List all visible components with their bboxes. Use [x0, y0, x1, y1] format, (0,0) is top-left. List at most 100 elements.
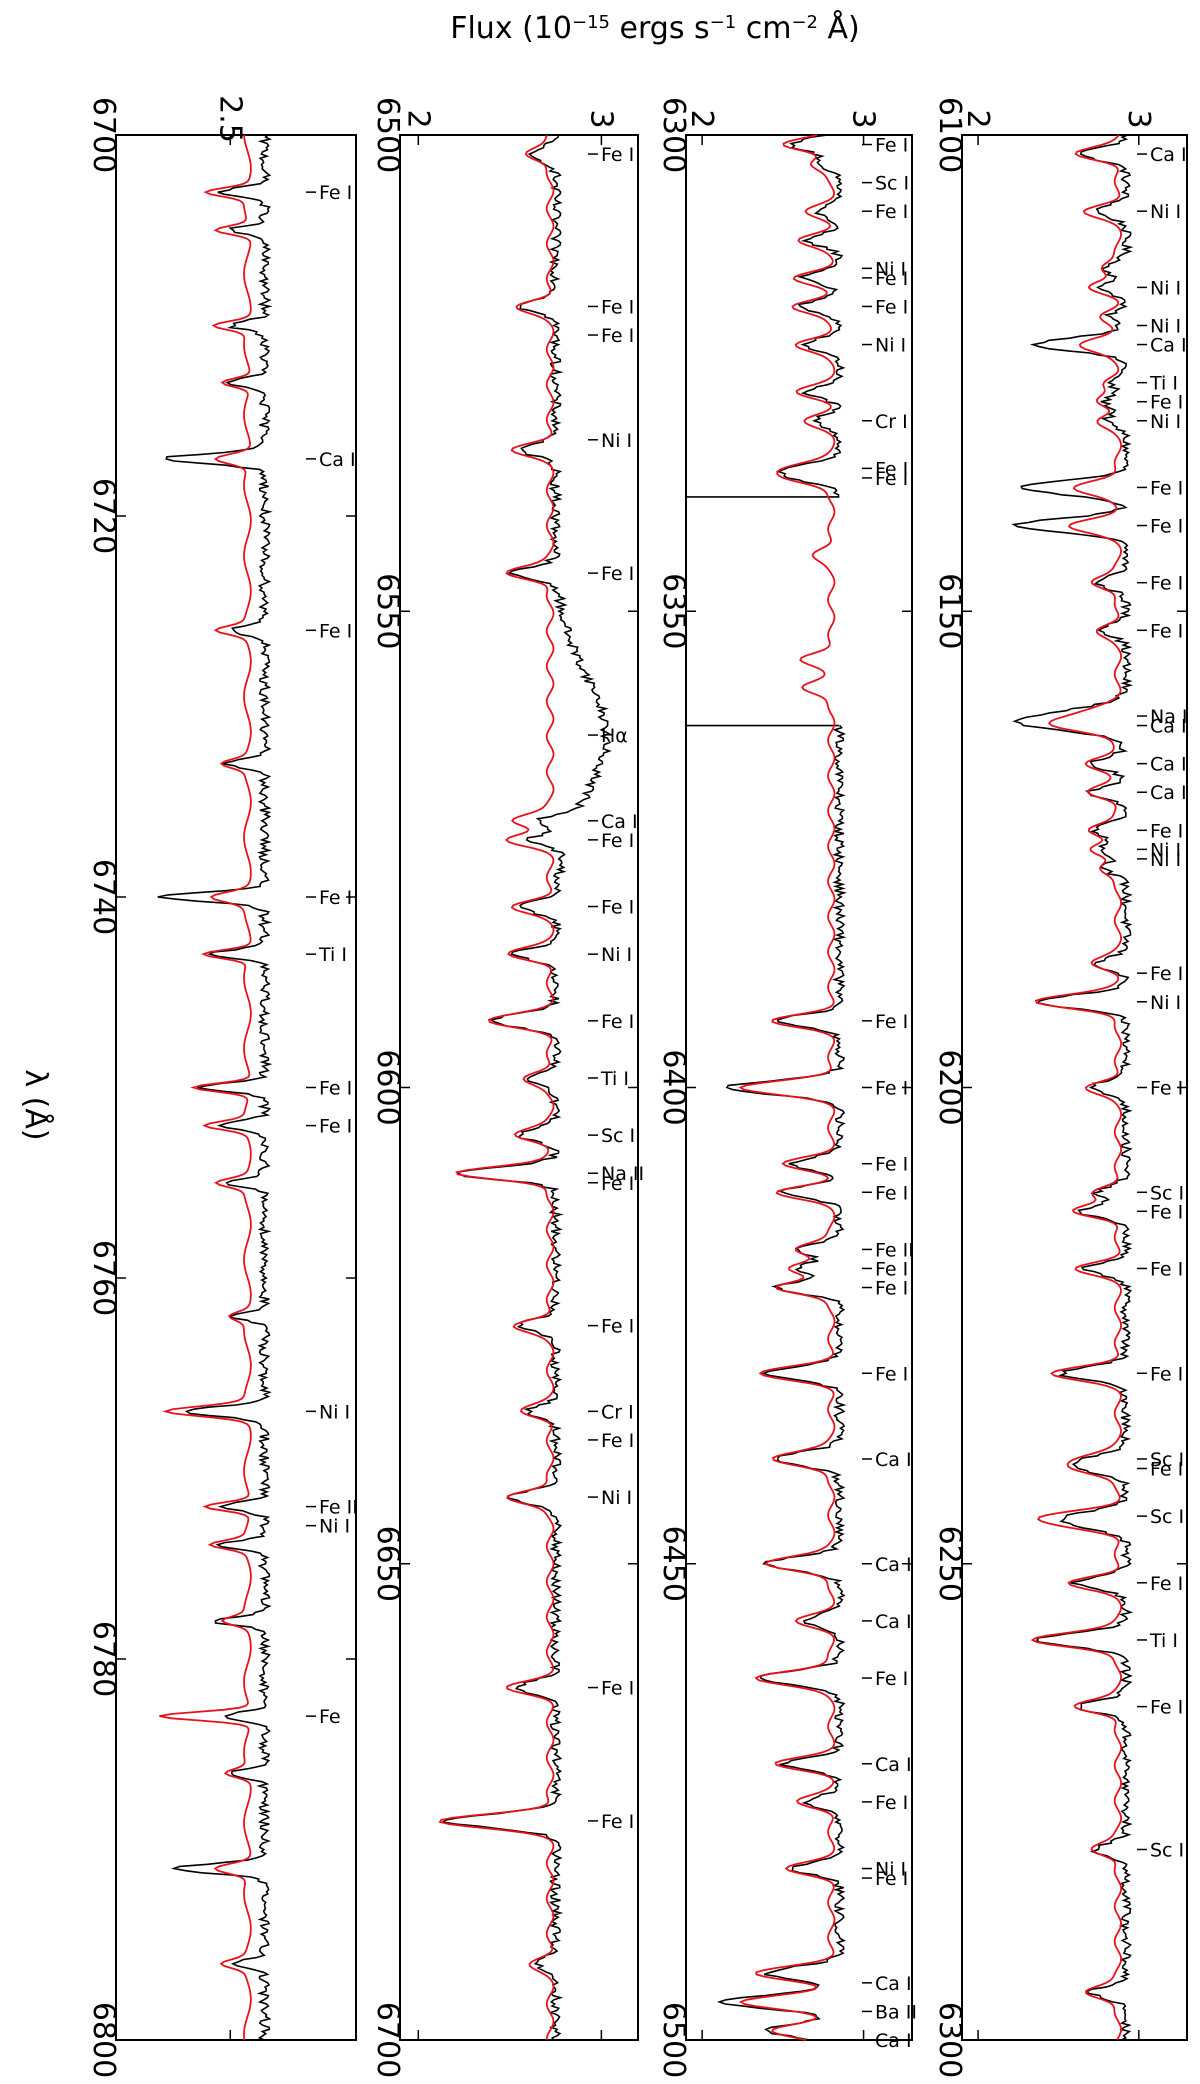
line-id-label: Ni I: [1150, 411, 1181, 433]
wavelength-tick-label: 6400: [656, 1049, 691, 1125]
line-id-label: Ni I: [1150, 201, 1181, 223]
line-id-label: Fe I: [319, 620, 352, 642]
line-id-label: Ca I: [319, 449, 356, 471]
line-id-label: Fe I: [875, 468, 908, 490]
line-id-label: Ca I: [1150, 716, 1187, 738]
wavelength-tick-label: 6550: [370, 573, 405, 649]
line-id-label: Fe: [319, 1706, 341, 1728]
line-id-label: Fe I: [1150, 1201, 1183, 1223]
line-id-label: Fe I: [319, 182, 352, 204]
line-id-label: Fe I: [1150, 963, 1183, 985]
line-id-label: Fe I: [875, 201, 908, 223]
wavelength-tick-label: 6720: [86, 478, 121, 554]
line-id-label: Fe I: [875, 1182, 908, 1204]
line-id-label: Fe I: [601, 1430, 634, 1452]
line-id-label: Fe I: [601, 1811, 634, 1833]
line-id-label: Ti I: [600, 1068, 629, 1090]
line-id-label: Cr I: [601, 1401, 634, 1423]
line-id-label: Ca I: [875, 1754, 912, 1776]
line-id-label: Ca I: [1150, 754, 1187, 776]
line-id-label: Fe I: [1150, 1363, 1183, 1385]
line-id-label: Ca I: [1150, 144, 1187, 166]
line-id-label: Fe I: [1150, 1078, 1183, 1100]
line-id-label: Ca I: [1150, 335, 1187, 357]
line-id-label: Fe I: [875, 296, 908, 318]
line-id-label: Ca I: [875, 1611, 912, 1633]
line-id-label: Ni I: [1150, 316, 1181, 338]
line-id-label: Fe I: [1150, 1459, 1183, 1481]
line-id-label: Ni I: [319, 1401, 350, 1423]
flux-tick-label: 2: [960, 109, 995, 128]
line-id-label: Fe I: [601, 1678, 634, 1700]
line-id-label: Fe I: [601, 144, 634, 166]
line-id-label: Fe I: [875, 1078, 908, 1100]
line-id-label: Ti I: [1149, 1630, 1178, 1652]
spectrum-panel-3: 6500 6550 6600 6650 6700 2 3 Fe I Fe I Fe I Ni I Fe…: [370, 97, 644, 2078]
wavelength-tick-label: 6350: [656, 573, 691, 649]
line-id-label: Fe I: [1150, 392, 1183, 414]
line-id-label: Ca I: [875, 1449, 912, 1471]
line-id-label: Sc II: [1150, 1840, 1190, 1862]
observed-spectrum-line: [440, 134, 612, 2041]
line-id-label: Cr I: [875, 411, 908, 433]
flux-tick-label: 3: [1121, 109, 1156, 128]
line-id-label: Fe I: [601, 296, 634, 318]
line-id-label: Ca I: [875, 2030, 912, 2052]
observed-spectrum-line: [1011, 134, 1134, 2041]
line-id-label: Hα: [601, 725, 628, 747]
line-id-label: Sc I: [1150, 1449, 1184, 1471]
model-spectrum-line: [738, 134, 836, 2041]
line-id-label: Fe I: [1150, 1258, 1183, 1280]
line-id-label: Fe I: [1150, 820, 1183, 842]
wavelength-tick-label: 6250: [932, 1526, 967, 1602]
line-id-label: Fe I: [875, 135, 908, 157]
line-id-label: Fe I: [875, 1154, 908, 1176]
line-id-label: Fe I: [875, 1011, 908, 1033]
line-id-label: Ni I: [1150, 277, 1181, 299]
line-id-label: Ti I: [318, 944, 347, 966]
line-id-label: Fe I: [875, 1868, 908, 1890]
line-id-label: Fe II: [319, 1497, 358, 1519]
panel-frame: [115, 134, 357, 2041]
line-id-label: Fe I: [319, 1116, 352, 1138]
flux-tick-label: 3: [583, 109, 618, 128]
flux-tick-label: 2.5: [212, 95, 247, 143]
wavelength-tick-label: 6500: [656, 2002, 691, 2078]
line-id-label: Sc I: [875, 173, 909, 195]
wavelength-tick-label: 6700: [370, 2002, 405, 2078]
flux-axis-label: Flux (10−15 ergs s−1 cm−2 Å): [450, 10, 860, 46]
line-id-label: Fe I: [875, 268, 908, 290]
observed-spectrum-line: [716, 134, 847, 2041]
wavelength-tick-label: 6200: [932, 1049, 967, 1125]
wavelength-tick-label: 6450: [656, 1526, 691, 1602]
line-id-label: Fe I: [1150, 1573, 1183, 1595]
line-id-label: Ni I: [1150, 849, 1181, 871]
line-id-label: Ni I: [601, 944, 632, 966]
line-id-label: Ni I: [875, 335, 906, 357]
wavelength-axis-label: λ (Å): [18, 1069, 54, 1140]
line-id-label: Ni I: [601, 1487, 632, 1509]
line-id-label: Ni I: [601, 430, 632, 452]
wavelength-tick-label: 6500: [370, 97, 405, 173]
flux-tick-label: 3: [846, 109, 881, 128]
line-id-label: Na II: [601, 1163, 644, 1185]
line-id-label: Sc I: [1150, 1182, 1184, 1204]
flux-tick-label: 2: [684, 109, 719, 128]
line-id-label: Fe I: [319, 887, 352, 909]
line-id-label: Fe I: [1150, 573, 1183, 595]
model-spectrum-line: [159, 134, 252, 2041]
line-id-label: Fe II: [875, 1239, 914, 1261]
line-id-label: Ca I: [875, 1554, 912, 1576]
line-id-label: Fe I: [601, 1011, 634, 1033]
line-id-label: Fe I: [875, 1258, 908, 1280]
line-id-label: Fe I: [601, 830, 634, 852]
line-id-label: Fe I: [875, 1278, 908, 1300]
spectrum-panel-4: 6700 6720 6740 6760 6780 6800 2.5 Fe I Ca I Fe I F…: [86, 95, 358, 2078]
line-id-label: Ni I: [319, 1516, 350, 1538]
line-id-label: Ba II: [875, 2001, 917, 2023]
model-spectrum-line: [438, 134, 555, 2040]
line-id-label: Ca I: [601, 811, 638, 833]
